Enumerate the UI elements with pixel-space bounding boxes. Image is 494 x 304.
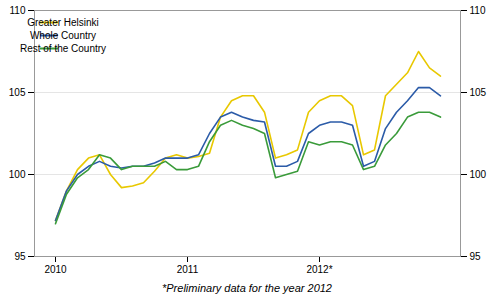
svg-text:95: 95	[14, 251, 26, 262]
svg-text:105: 105	[9, 87, 26, 98]
svg-text:2012*: 2012*	[306, 264, 332, 275]
svg-text:100: 100	[470, 169, 487, 180]
svg-text:110: 110	[470, 5, 486, 16]
svg-text:2010: 2010	[44, 264, 67, 275]
html-text:*Preliminary data for the year: *Preliminary data for the year 2012	[162, 282, 332, 294]
svg-text:Rest of the Country: Rest of the Country	[20, 43, 106, 54]
svg-text:2011: 2011	[177, 264, 199, 275]
svg-text:95: 95	[470, 251, 482, 262]
svg-text:100: 100	[9, 169, 26, 180]
svg-text:105: 105	[470, 87, 487, 98]
svg-text:110: 110	[10, 5, 26, 16]
svg-text:Greater Helsinki: Greater Helsinki	[27, 17, 99, 28]
svg-text:Whole Country: Whole Country	[30, 30, 96, 41]
